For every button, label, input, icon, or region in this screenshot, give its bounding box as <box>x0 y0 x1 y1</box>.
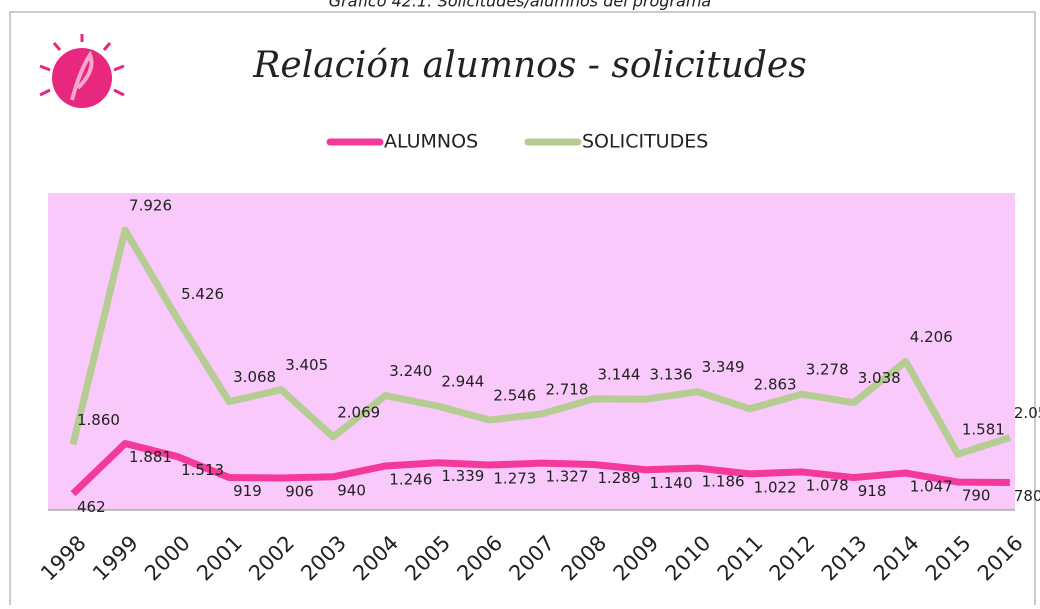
data-label: 1.022 <box>754 478 797 496</box>
data-label: 3.240 <box>389 362 432 380</box>
data-label: 3.038 <box>858 369 901 387</box>
data-label: 5.426 <box>181 285 224 303</box>
chart-title: Relación alumnos - solicitudes <box>252 45 806 86</box>
data-label: 2.863 <box>754 375 797 393</box>
data-label: 4.206 <box>910 328 953 346</box>
data-label: 1.186 <box>702 473 745 491</box>
series-line <box>69 226 1011 458</box>
data-label: 1.513 <box>181 461 224 479</box>
data-label: 940 <box>337 481 366 499</box>
data-label: 1.339 <box>441 467 484 485</box>
data-label: 1.289 <box>598 469 641 487</box>
data-label: 3.068 <box>233 368 276 386</box>
data-label: 919 <box>233 482 262 500</box>
data-label: 2.069 <box>337 403 380 421</box>
data-label: 1.881 <box>129 448 172 466</box>
data-label: 2.055 <box>1014 404 1040 422</box>
data-label: 3.349 <box>702 358 745 376</box>
data-label: 918 <box>858 482 887 500</box>
data-label: 1.078 <box>806 476 849 494</box>
data-label: 1.140 <box>650 474 693 492</box>
data-label: 790 <box>962 487 991 505</box>
data-label: 780 <box>1014 487 1040 505</box>
data-label: 2.718 <box>545 380 588 398</box>
data-label: 1.246 <box>389 470 432 488</box>
data-label: 906 <box>285 482 314 500</box>
legend-label: SOLICITUDES <box>582 131 708 153</box>
data-label: 2.944 <box>441 372 484 390</box>
data-label: 7.926 <box>129 197 172 215</box>
data-label: 1.327 <box>545 468 588 486</box>
data-label: 3.405 <box>285 356 328 374</box>
data-label: 1.047 <box>910 478 953 496</box>
data-label: 1.273 <box>493 470 536 488</box>
caption: Gráfico 42.1: Solicitudes/alumnos del pr… <box>329 0 711 11</box>
series-line <box>70 440 1010 497</box>
logo <box>39 34 125 108</box>
data-label: 462 <box>77 498 106 516</box>
data-label: 3.144 <box>598 365 641 383</box>
data-label: 1.581 <box>962 421 1005 439</box>
data-label: 1.860 <box>77 411 120 429</box>
data-label: 3.136 <box>650 366 693 384</box>
legend-label: ALUMNOS <box>384 131 478 153</box>
plot-area <box>48 193 1015 510</box>
data-label: 3.278 <box>806 361 849 379</box>
data-label: 2.546 <box>493 387 536 405</box>
